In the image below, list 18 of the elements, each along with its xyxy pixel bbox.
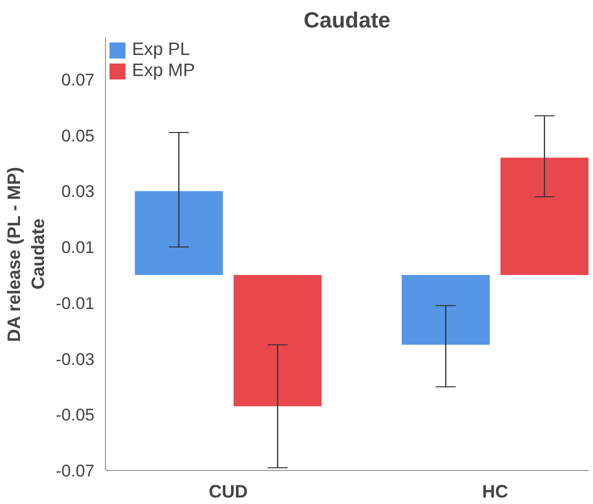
bar (402, 274, 490, 345)
y-tick-label: -0.07 (56, 462, 94, 480)
y-axis-title: DA release (PL - MP) Caudate (4, 166, 48, 342)
bar (234, 274, 322, 406)
y-tick-label: 0.01 (61, 238, 95, 258)
x-tick-label: HC (482, 482, 508, 502)
y-tick-label: 0.03 (61, 182, 95, 202)
y-tick-label: -0.01 (56, 294, 94, 313)
legend-label: Exp PL (132, 39, 190, 60)
chart-title: Caudate (304, 8, 390, 32)
y-tick-label: 0.05 (61, 126, 95, 146)
y-tick-label: 0.07 (61, 70, 95, 90)
legend-label: Exp MP (132, 60, 196, 81)
y-tick-label: -0.05 (56, 406, 94, 425)
bar (134, 191, 223, 275)
bar (500, 158, 588, 275)
x-tick-label: CUD (208, 482, 248, 502)
y-tick-label: -0.03 (56, 350, 94, 369)
